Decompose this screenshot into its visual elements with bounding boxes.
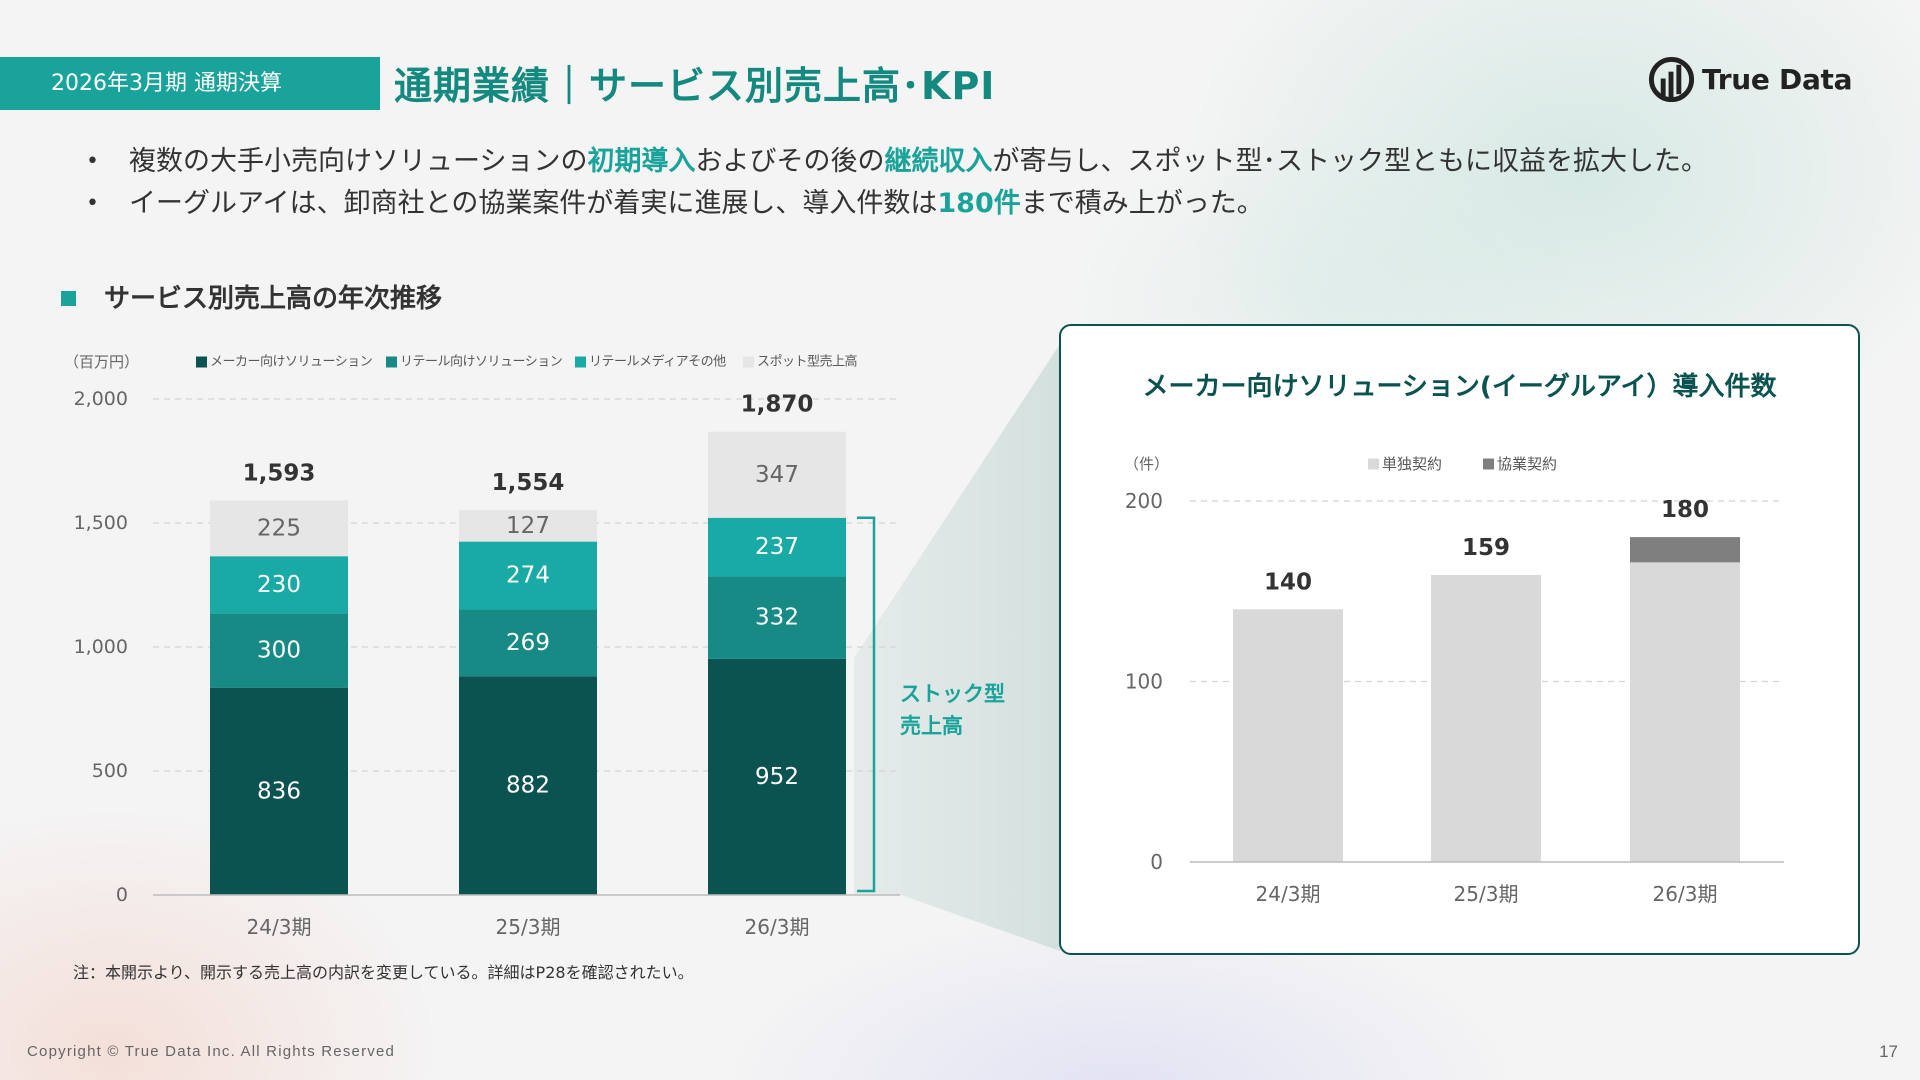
stock-sales-label-line: 売上高 xyxy=(900,714,963,738)
stock-sales-label-line: ストック型 xyxy=(900,682,1005,706)
page-number: 17 xyxy=(1879,1042,1898,1061)
y-tick-label: 2,000 xyxy=(74,388,128,410)
zoom-connector-shape xyxy=(854,344,1060,951)
legend-swatch xyxy=(575,356,586,368)
page-title: 通期業績｜サービス別売上高･KPI xyxy=(394,64,996,108)
bar-value-label: 836 xyxy=(257,778,301,804)
bullet-item: イーグルアイは、卸商社との協業案件が着実に進展し、導入件数は180件まで積み上が… xyxy=(86,183,1708,225)
kpi-panel xyxy=(1059,324,1860,955)
legend-label: メーカー向けソリューション xyxy=(210,354,372,370)
legend-label: リテール向けソリューション xyxy=(400,354,562,370)
bar-stack: 882 269 274 127 1,554 xyxy=(459,470,597,895)
y-tick-label: 1,000 xyxy=(74,636,128,658)
bar-total-label: 1,554 xyxy=(492,470,565,496)
legend-label: リテールメディアその他 xyxy=(589,354,726,370)
y-tick-label: 500 xyxy=(92,760,128,782)
x-category-label: 24/3期 xyxy=(247,915,312,939)
bullet-text: イーグルアイは、卸商社との協業案件が着実に進展し、導入件数は xyxy=(129,188,938,219)
legend-label: スポット型売上高 xyxy=(757,354,858,370)
bar-value-label: 237 xyxy=(755,534,799,560)
x-category-label: 26/3期 xyxy=(745,915,810,939)
bullet-list: 複数の大手小売向けソリューションの初期導入およびその後の継続収入が寄与し、スポッ… xyxy=(86,141,1708,225)
stock-sales-label: ストック型 売上高 xyxy=(900,678,1005,742)
bar-stack: 952 332 237 347 1,870 xyxy=(708,392,846,895)
footnote: 注：本開示より、開示する売上高の内訳を変更している。詳細はP28を確認されたい。 xyxy=(73,963,694,982)
y-tick-label: 1,500 xyxy=(74,512,128,534)
y-tick-label: 0 xyxy=(116,884,128,906)
bar-value-label: 347 xyxy=(755,462,799,488)
x-category-label: 25/3期 xyxy=(496,915,561,939)
bar-segment xyxy=(210,613,348,688)
bar-segment xyxy=(708,517,846,577)
bullet-item: 複数の大手小売向けソリューションの初期導入およびその後の継続収入が寄与し、スポッ… xyxy=(86,141,1708,183)
bar-segment xyxy=(210,500,348,557)
bullet-text: 複数の大手小売向けソリューションの xyxy=(129,146,588,177)
sales-chart-title: サービス別売上高の年次推移 xyxy=(104,284,443,314)
legend-swatch xyxy=(386,356,397,368)
bar-segment xyxy=(459,541,597,610)
bar-segment xyxy=(459,609,597,677)
legend-swatch xyxy=(743,356,754,368)
bar-value-label: 952 xyxy=(755,764,799,790)
bar-value-label: 230 xyxy=(257,572,301,598)
bar-total-label: 1,593 xyxy=(243,460,316,486)
square-bullet-icon xyxy=(61,291,76,306)
bullet-highlight: 180件 xyxy=(937,188,1021,219)
bullet-text: まで積み上がった。 xyxy=(1020,188,1264,219)
bullet-text: が寄与し、スポット型･ストック型ともに収益を拡大した。 xyxy=(992,146,1708,177)
bar-segment xyxy=(708,431,846,518)
bullet-text: およびその後の xyxy=(695,146,885,177)
bullet-highlight: 初期導入 xyxy=(587,146,696,177)
copyright: Copyright © True Data Inc. All Rights Re… xyxy=(27,1043,396,1060)
bar-value-label: 332 xyxy=(755,605,799,631)
bar-value-label: 127 xyxy=(506,513,550,539)
bar-segment xyxy=(210,556,348,614)
logo-text: True Data xyxy=(1702,62,1853,96)
bar-value-label: 882 xyxy=(506,773,550,799)
bar-segment xyxy=(459,676,597,895)
bar-value-label: 225 xyxy=(257,515,301,541)
bar-segment xyxy=(459,510,597,542)
bar-value-label: 269 xyxy=(506,630,550,656)
unit-label: （百万円） xyxy=(64,353,139,371)
bar-segment xyxy=(708,576,846,659)
logo: True Data xyxy=(1647,54,1853,104)
bar-stack: 836 300 230 225 1,593 xyxy=(210,460,348,895)
bar-total-label: 1,870 xyxy=(741,392,814,418)
bar-value-label: 274 xyxy=(506,563,550,589)
bar-value-label: 300 xyxy=(257,637,301,663)
bar-segment xyxy=(708,658,846,895)
stock-sales-bracket xyxy=(857,516,876,893)
bullet-highlight: 継続収入 xyxy=(884,146,993,177)
kpi-chart-title: メーカー向けソリューション(イーグルアイ）導入件数 xyxy=(1142,372,1777,402)
legend-swatch xyxy=(196,356,207,368)
sales-chart: （百万円） メーカー向けソリューション リテール向けソリューション リテールメディアそ… xyxy=(64,353,900,939)
true-data-logo-icon xyxy=(1648,56,1695,102)
period-tag: 2026年3月期 通期決算 xyxy=(0,57,380,110)
bar-segment xyxy=(210,687,348,895)
